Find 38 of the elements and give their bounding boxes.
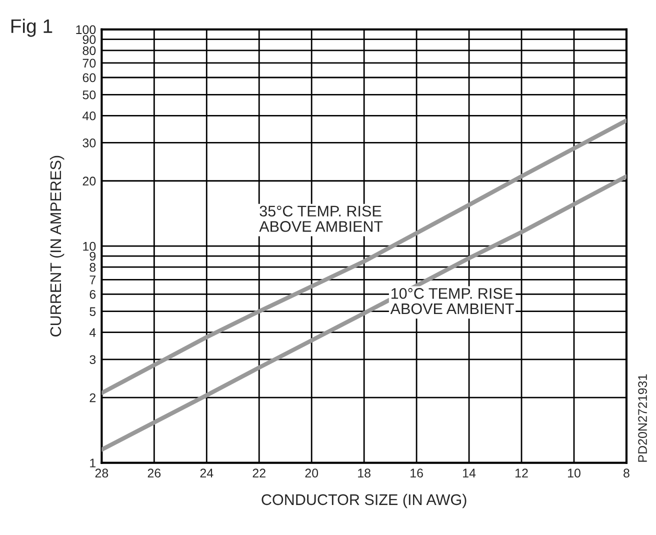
- x-tick-label: 28: [95, 468, 108, 478]
- y-tick-label: 5: [90, 307, 96, 316]
- x-tick-label: 20: [305, 468, 318, 478]
- line-series: [102, 118, 626, 396]
- series-label: 10°C TEMP. RISE ABOVE AMBIENT: [390, 288, 514, 314]
- y-tick-label: 80: [82, 46, 96, 56]
- y-tick-label: 8: [90, 262, 96, 272]
- x-tick-label: 16: [410, 468, 423, 478]
- y-tick-label: 1: [90, 458, 96, 468]
- y-tick-label: 40: [82, 111, 96, 120]
- y-tick-label: 10: [83, 242, 96, 251]
- y-tick-label: 50: [82, 90, 96, 100]
- y-tick-label: 100: [76, 25, 96, 34]
- y-tick-label: 6: [90, 290, 96, 299]
- y-axis-title: CURRENT (IN AMPERES): [50, 156, 64, 336]
- y-tick-label: 60: [82, 73, 96, 82]
- y-tick-label: 20: [82, 176, 96, 186]
- x-tick-label: 18: [358, 468, 370, 478]
- y-tick-label: 90: [82, 35, 96, 44]
- y-tick-label: 70: [82, 58, 96, 68]
- y-tick-label: 7: [90, 276, 96, 284]
- line-series: [102, 174, 626, 452]
- y-tick-label: 30: [82, 138, 96, 148]
- x-tick-label: 24: [200, 468, 214, 478]
- x-tick-label: 8: [624, 468, 630, 478]
- x-tick-label: 12: [516, 468, 528, 478]
- x-tick-label: 10: [568, 468, 580, 478]
- text: PD20N2721931: [638, 374, 647, 462]
- y-tick-label: 2: [90, 393, 96, 402]
- x-tick-label: 14: [463, 468, 476, 478]
- y-tick-label: 9: [90, 252, 96, 261]
- x-axis-title: CONDUCTOR SIZE (IN AWG): [262, 494, 466, 508]
- x-tick-label: 26: [148, 468, 161, 478]
- y-tick-label: 4: [89, 328, 96, 337]
- x-tick-label: 22: [252, 468, 266, 478]
- y-tick-label: 3: [90, 355, 96, 364]
- chart-title: Fig 1: [11, 18, 52, 37]
- series-label: 35°C TEMP. RISE ABOVE AMBIENT: [259, 206, 383, 232]
